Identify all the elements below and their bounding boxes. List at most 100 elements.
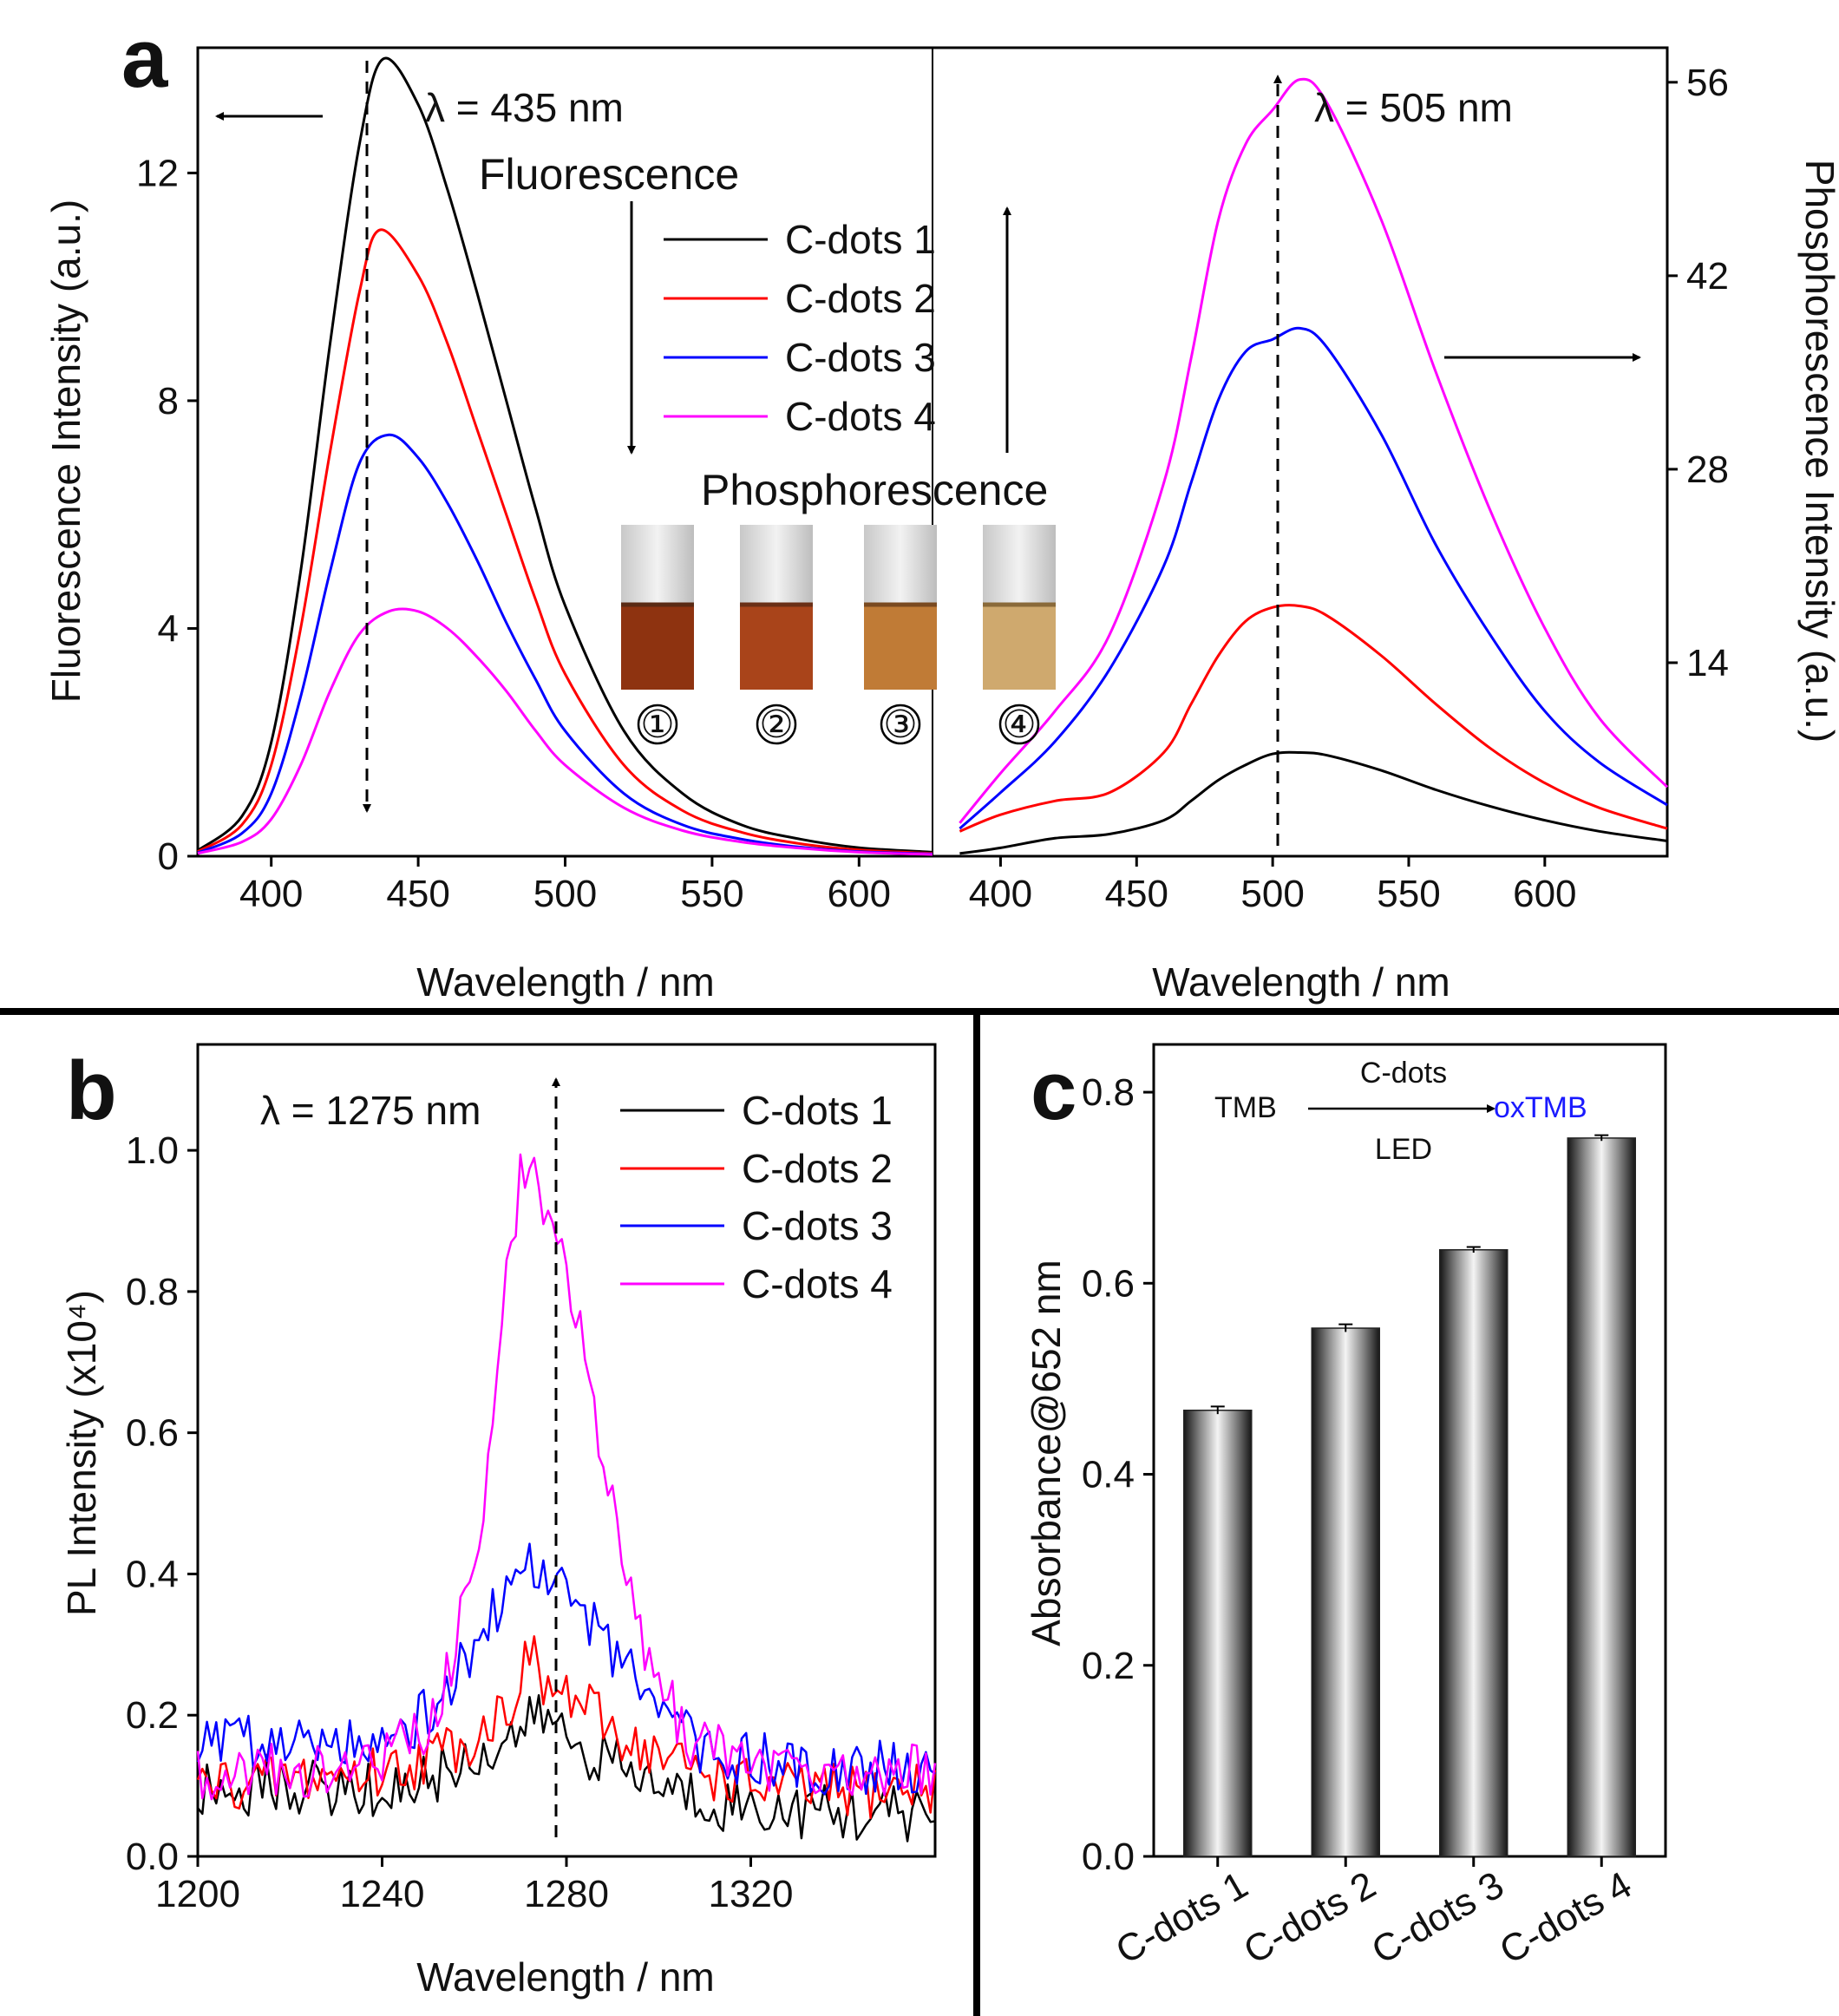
- panel-a-right-xtick-2: 500: [1240, 873, 1304, 915]
- vial-3-liquid: [864, 603, 937, 690]
- phosphorescence-line-2: [959, 604, 1668, 833]
- bar-1: [1183, 1410, 1253, 1857]
- fluorescence-line-4: [197, 607, 933, 856]
- panel-a-left-xtick-1: 450: [386, 873, 449, 915]
- phosphorescence-label: Phosphorescence: [701, 466, 1048, 514]
- panel-a-right-ytick-1: 28: [1686, 448, 1729, 491]
- panel-a-left-xtick-2: 500: [533, 873, 597, 915]
- vial-4-liquid: [983, 603, 1056, 690]
- panel-c-bars: C-dots 1C-dots 2C-dots 3C-dots 4: [1109, 1134, 1639, 1973]
- panel-b-xtick-3: 1320: [709, 1873, 794, 1915]
- phosphorescence-line-3: [959, 326, 1668, 830]
- panel-b-ytick-2: 0.4: [126, 1553, 179, 1595]
- panel-label-b: b: [66, 1044, 117, 1137]
- panel-a-right-xtick-0: 400: [969, 873, 1032, 915]
- panel-b-xtick-1: 1240: [340, 1873, 425, 1915]
- panel-a-ylabel-right: Phosphorescence Intensity (a.u.): [1797, 160, 1839, 743]
- panel-c-ytick-2: 0.4: [1082, 1454, 1135, 1496]
- panel-label-a: a: [121, 12, 168, 105]
- pl-line-4: [196, 1153, 937, 1801]
- panel-a-right-xtick-3: 550: [1377, 873, 1440, 915]
- panel-a: 400 450 500 550 600 0 4 8 12 400 450 500 550 600 14 28…: [43, 46, 1839, 1005]
- panel-b-ylabel: PL Intensity (x10⁴): [59, 1290, 104, 1616]
- panel-b-ticks: 1200 1240 1280 1320 0.0 0.2 0.4 0.6 0.8 1.0: [126, 1129, 794, 1915]
- phosphorescence-line-1: [959, 750, 1668, 855]
- panel-b-ytick-4: 0.8: [126, 1271, 179, 1313]
- panel-b-xtick-0: 1200: [155, 1873, 240, 1915]
- panel-a-right-ticks: 400 450 500 550 600 14 28 42 56: [969, 62, 1729, 915]
- vial-1: [621, 525, 694, 745]
- category-label-2: C-dots 2: [1237, 1863, 1384, 1973]
- vial-label-1: ①: [640, 704, 674, 746]
- fluorescence-label: Fluorescence: [479, 150, 739, 199]
- panel-a-xlabel-left: Wavelength / nm: [416, 959, 714, 1005]
- panel-b-ytick-3: 0.6: [126, 1412, 179, 1455]
- legend-a-label-1: C-dots 1: [785, 217, 936, 262]
- panel-a-xlabel-right: Wavelength / nm: [1152, 959, 1450, 1005]
- fluorescence-line-3: [197, 433, 933, 855]
- legend-b-label-4: C-dots 4: [742, 1261, 893, 1306]
- panel-a-left-ytick-2: 8: [158, 380, 179, 422]
- panel-a-right-xtick-1: 450: [1105, 873, 1168, 915]
- panel-a-right-xtick-4: 600: [1513, 873, 1576, 915]
- reaction-below-arrow: LED: [1375, 1133, 1432, 1166]
- pl-line-2: [196, 1635, 937, 1819]
- peak-label-1275: λ = 1275 nm: [260, 1088, 481, 1133]
- panel-a-left-xtick-3: 550: [680, 873, 743, 915]
- vial-label-4: ④: [1002, 704, 1036, 746]
- vial-photo-inset: ① ② ③ ④: [621, 525, 1056, 746]
- panel-a-right-ytick-0: 14: [1686, 642, 1729, 684]
- legend-a-label-3: C-dots 3: [785, 335, 936, 380]
- vial-4: [983, 525, 1056, 745]
- bar-3: [1439, 1249, 1509, 1857]
- fluorescence-line-2: [197, 228, 933, 855]
- panel-c-ytick-0: 0.0: [1082, 1836, 1135, 1878]
- legend-b-label-2: C-dots 2: [742, 1146, 893, 1191]
- panel-b-ytick-5: 1.0: [126, 1129, 179, 1172]
- panel-b-ytick-1: 0.2: [126, 1694, 179, 1737]
- panel-c-frame: [1152, 1043, 1667, 1858]
- panel-b-xtick-2: 1280: [524, 1873, 609, 1915]
- panel-a-legend: C-dots 1 C-dots 2 C-dots 3 C-dots 4: [664, 217, 936, 439]
- reaction-product: oxTMB: [1494, 1091, 1587, 1124]
- reaction-reactant: TMB: [1214, 1091, 1277, 1124]
- vial-2-liquid: [740, 603, 813, 690]
- panel-a-left-ytick-0: 0: [158, 835, 179, 878]
- legend-b-label-1: C-dots 1: [742, 1088, 893, 1133]
- panel-a-left-ticks: 400 450 500 550 600 0 4 8 12: [136, 152, 891, 915]
- panel-b-ytick-0: 0.0: [126, 1836, 179, 1878]
- panel-a-left-ytick-3: 12: [136, 152, 179, 194]
- panel-b-lines: [196, 1153, 937, 1843]
- peak-label-505: λ = 505 nm: [1314, 85, 1513, 130]
- panel-c: 0.0 0.2 0.4 0.6 0.8 C-dots 1C-dots 2C-dots 3…: [1024, 1043, 1667, 1973]
- panel-a-left-xtick-4: 600: [828, 873, 891, 915]
- panel-b-xlabel: Wavelength / nm: [416, 1954, 714, 2000]
- reaction-above-arrow: C-dots: [1360, 1057, 1447, 1090]
- fluorescence-line-1: [197, 56, 933, 854]
- bar-2: [1311, 1327, 1380, 1857]
- panel-b-legend: C-dots 1 C-dots 2 C-dots 3 C-dots 4: [620, 1088, 893, 1306]
- legend-b-label-3: C-dots 3: [742, 1203, 893, 1248]
- category-label-3: C-dots 3: [1365, 1863, 1511, 1973]
- phosphorescence-line-4: [959, 77, 1669, 824]
- panel-a-ylabel-left: Fluorescence Intensity (a.u.): [43, 200, 88, 703]
- vial-1-liquid: [621, 603, 694, 690]
- bar-4: [1567, 1137, 1636, 1857]
- panel-c-ylabel: Absorbance@652 nm: [1024, 1260, 1069, 1646]
- panel-c-ytick-3: 0.6: [1082, 1262, 1135, 1305]
- vial-label-2: ②: [759, 704, 793, 746]
- panel-c-ticks: 0.0 0.2 0.4 0.6 0.8: [1082, 1071, 1154, 1878]
- panel-b: 1200 1240 1280 1320 0.0 0.2 0.4 0.6 0.8 1.0 Wavel…: [59, 1043, 937, 2000]
- panel-a-left-xtick-0: 400: [239, 873, 303, 915]
- peak-label-435: λ = 435 nm: [425, 85, 624, 130]
- category-label-1: C-dots 1: [1109, 1863, 1255, 1973]
- panel-label-c: c: [1031, 1044, 1077, 1137]
- legend-a-label-4: C-dots 4: [785, 394, 936, 439]
- panel-a-left-ytick-1: 4: [158, 607, 179, 650]
- vial-3: [864, 525, 937, 745]
- vial-label-3: ③: [883, 704, 917, 746]
- pl-line-3: [196, 1542, 936, 1796]
- reaction-scheme: TMB C-dots LED oxTMB: [1214, 1057, 1587, 1166]
- panel-c-ytick-1: 0.2: [1082, 1645, 1135, 1687]
